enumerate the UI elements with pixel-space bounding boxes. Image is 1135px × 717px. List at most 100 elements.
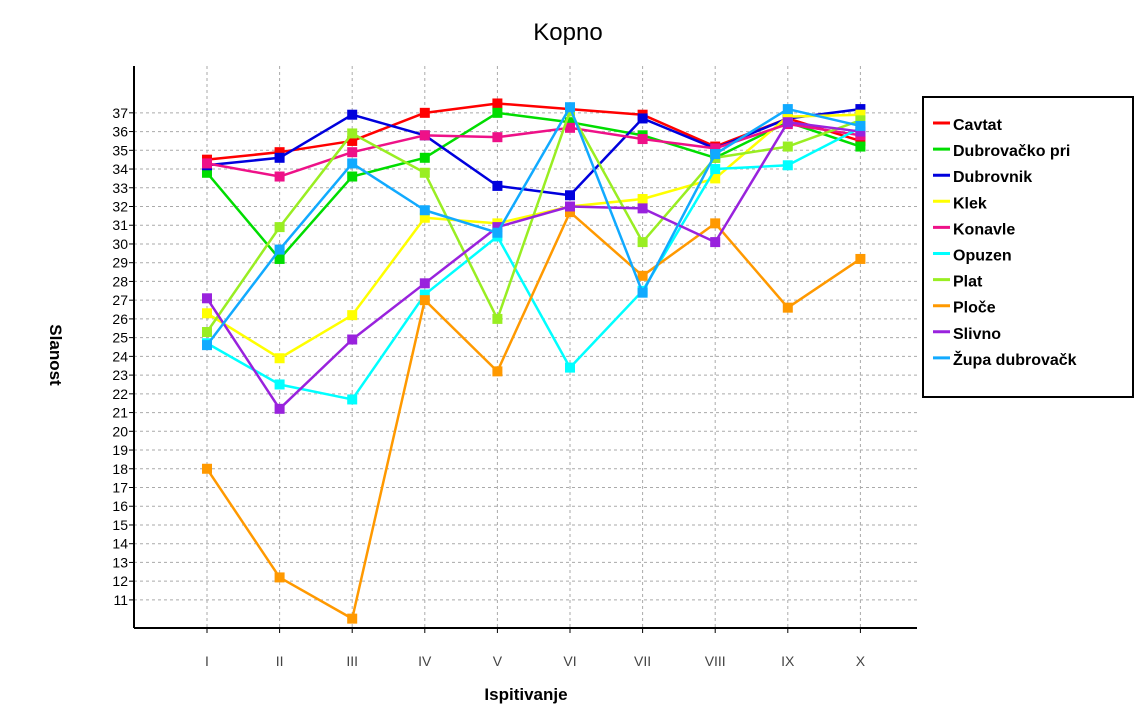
y-tick-label: 26 [112, 311, 128, 327]
data-point [202, 158, 212, 169]
data-point [347, 171, 358, 182]
data-point [492, 132, 503, 143]
x-tick-label: X [856, 653, 866, 669]
legend: Cavtat Dubrovačko pri Dubrovnik Klek Konavle… [922, 96, 1134, 398]
data-point [782, 160, 793, 171]
data-point [565, 362, 575, 373]
data-point [855, 109, 866, 120]
y-tick-label: 27 [112, 292, 128, 308]
y-tick-label: 18 [112, 461, 128, 477]
y-tick-label: 35 [112, 142, 128, 158]
data-point [347, 128, 358, 139]
x-tick-label: II [276, 653, 284, 669]
y-tick-label: 22 [112, 386, 128, 402]
data-point [782, 141, 793, 152]
data-point [710, 164, 721, 175]
data-point [202, 340, 212, 351]
data-point [637, 270, 648, 281]
legend-item-label: Dubrovačko pri [953, 143, 1070, 160]
data-point [492, 180, 503, 191]
data-point [492, 107, 503, 118]
data-point [710, 149, 721, 160]
data-point [710, 218, 721, 229]
y-tick-label: 25 [112, 330, 128, 346]
legend-item-label: Dubrovnik [953, 169, 1032, 186]
legend-box [922, 96, 1134, 398]
data-point [855, 253, 866, 264]
y-tick-label: 34 [112, 161, 128, 177]
legend-item-label: Plat [953, 274, 983, 291]
y-axis-label: Slanost [46, 324, 65, 386]
data-point [202, 293, 212, 304]
data-point [565, 117, 575, 128]
series [202, 102, 866, 351]
y-tick-label: 24 [112, 348, 128, 364]
data-point [855, 135, 866, 146]
data-point [782, 117, 793, 128]
x-axis-label: Ispitivanje [484, 685, 567, 704]
data-point [419, 152, 430, 163]
y-tick-label: 28 [112, 273, 128, 289]
x-tick-label: VIII [705, 653, 726, 669]
data-point [347, 334, 358, 345]
series-line [205, 109, 861, 333]
data-point [710, 143, 721, 154]
data-point [419, 295, 430, 306]
y-tick-label: 12 [112, 573, 128, 589]
data-point [274, 403, 285, 414]
data-point [782, 302, 793, 313]
data-point [347, 135, 358, 146]
data-point [855, 126, 866, 137]
data-point [565, 207, 575, 218]
series [202, 117, 866, 414]
data-point [637, 237, 648, 248]
legend-item-label: Župa dubrovačk [953, 350, 1077, 369]
data-point [710, 237, 721, 248]
data-point [274, 147, 285, 158]
data-point [202, 167, 212, 178]
data-point [782, 104, 793, 115]
data-point [637, 287, 648, 298]
data-point [492, 227, 503, 238]
data-point [202, 327, 212, 338]
y-tick-label: 33 [112, 180, 128, 196]
y-tick-label: 23 [112, 367, 128, 383]
y-tick-label: 19 [112, 442, 128, 458]
data-point [855, 120, 866, 131]
data-point [492, 366, 503, 377]
legend-item-label: Opuzen [953, 248, 1012, 265]
data-point [419, 212, 430, 223]
legend-item-label: Slivno [953, 326, 1001, 343]
x-tick-label: IX [781, 653, 795, 669]
data-point [492, 222, 503, 233]
data-point [274, 152, 285, 163]
data-point [274, 379, 285, 390]
data-point [274, 572, 285, 583]
data-point [274, 171, 285, 182]
data-point [419, 167, 430, 178]
data-point [565, 122, 575, 133]
data-point [419, 130, 430, 141]
y-tick-label: 15 [112, 517, 128, 533]
legend-item-label: Klek [953, 195, 987, 212]
series-line [206, 111, 861, 261]
data-point [347, 147, 358, 158]
y-tick-label: 16 [112, 498, 128, 514]
data-point [637, 194, 648, 205]
data-point [347, 613, 358, 624]
data-point [637, 113, 648, 124]
x-tick-label: IV [418, 653, 432, 669]
data-point [347, 109, 358, 120]
data-point [565, 201, 575, 212]
axes [133, 66, 917, 629]
x-tick-label: VII [634, 653, 651, 669]
legend-item-label: Konavle [953, 221, 1015, 238]
y-tick-labels: 11 12 13 14 15 16 17 18 19 20 21 22 23 24 25 26 27 28 29 30… [112, 105, 134, 608]
data-point [419, 107, 430, 118]
grid [134, 66, 917, 628]
series-line [205, 120, 861, 411]
data-point [637, 134, 648, 145]
data-point [855, 115, 866, 126]
y-tick-label: 17 [112, 480, 128, 496]
